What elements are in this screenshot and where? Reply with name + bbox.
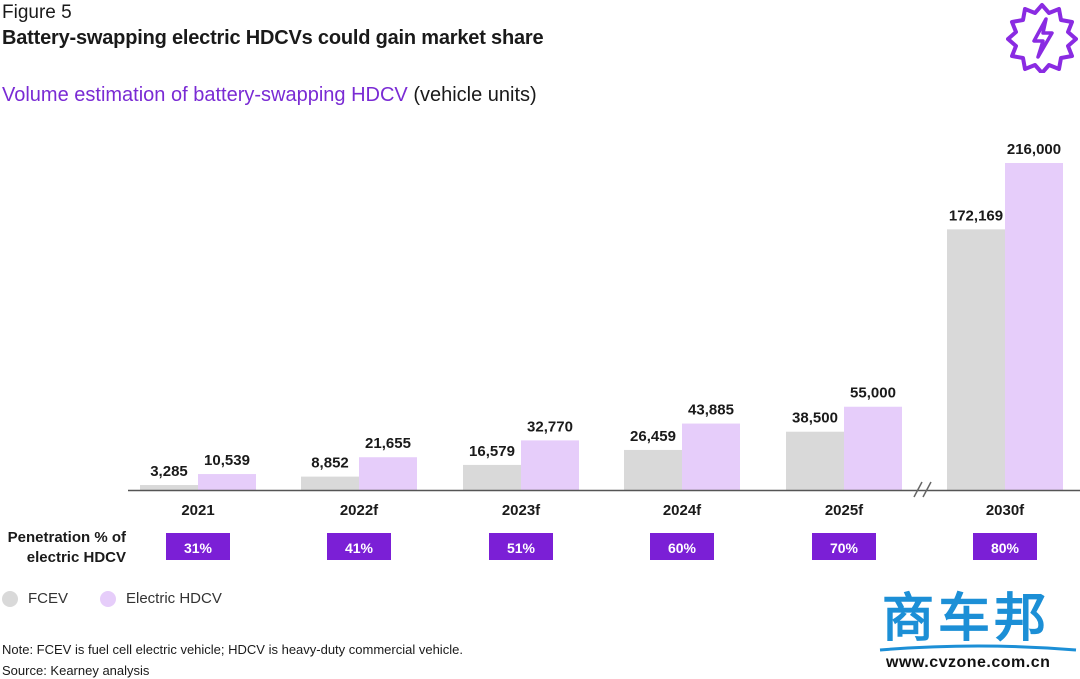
axis-break-mark-2 [922, 481, 932, 498]
value-label-electric-2022f: 21,655 [365, 435, 411, 452]
penetration-box-2030f [973, 533, 1037, 560]
chart-subtitle: Volume estimation of battery-swapping HD… [2, 84, 537, 107]
watermark: 商车邦 www.cvzone.com.cn [878, 588, 1078, 678]
value-label-fcev-2023f: 16,579 [469, 443, 515, 460]
penetration-label-line1: Penetration % of [7, 529, 126, 546]
value-label-electric-2025f: 55,000 [850, 385, 896, 402]
bar-fcev-2022f [301, 476, 359, 490]
bar-electric-2023f [521, 440, 579, 490]
bar-fcev-2021 [140, 485, 198, 490]
penetration-box-2022f [327, 533, 391, 560]
penetration-box-2021 [166, 533, 230, 560]
x-tick-label-2022f: 2022f [340, 502, 379, 519]
source-line: Source: Kearney analysis [2, 663, 150, 678]
subtitle-main: Volume estimation of battery-swapping HD… [2, 84, 408, 106]
value-label-fcev-2025f: 38,500 [792, 410, 838, 427]
legend-label-electric: Electric HDCV [126, 590, 222, 607]
legend-item-electric: Electric HDCV [100, 590, 222, 607]
bar-electric-2030f [1005, 163, 1063, 490]
penetration-value-2023f: 51% [507, 540, 536, 556]
value-label-fcev-2021: 3,285 [150, 463, 188, 480]
bar-fcev-2025f [786, 431, 844, 490]
bar-chart: 3,285 10,539 2021 31% 8,852 21,655 2022f 41% 16,… [128, 141, 1080, 560]
gear-lightning-icon [1006, 1, 1078, 75]
penetration-value-2022f: 41% [345, 540, 374, 556]
watermark-url: www.cvzone.com.cn [886, 654, 1051, 671]
value-label-electric-2024f: 43,885 [688, 402, 734, 419]
value-label-fcev-2024f: 26,459 [630, 428, 676, 445]
bar-electric-2024f [682, 423, 740, 490]
figure-label: Figure 5 [2, 2, 72, 23]
penetration-value-2030f: 80% [991, 540, 1020, 556]
bar-electric-2025f [844, 406, 902, 490]
penetration-value-2025f: 70% [830, 540, 859, 556]
penetration-box-2023f [489, 533, 553, 560]
penetration-label-line2: electric HDCV [26, 549, 126, 566]
value-label-electric-2030f: 216,000 [1007, 141, 1061, 158]
bar-electric-2021 [198, 474, 256, 490]
legend-item-fcev: FCEV [2, 590, 68, 607]
penetration-box-2024f [650, 533, 714, 560]
legend-dot-electric-icon [100, 590, 116, 607]
bar-fcev-2030f [947, 229, 1005, 490]
legend-dot-fcev-icon [2, 590, 18, 607]
footnote: Note: FCEV is fuel cell electric vehicle… [2, 642, 463, 657]
legend-label-fcev: FCEV [28, 590, 69, 607]
axis-break-mark-1 [913, 481, 923, 498]
watermark-logo-text: 商车邦 [882, 590, 1051, 648]
bar-fcev-2023f [463, 464, 521, 490]
penetration-value-2024f: 60% [668, 540, 697, 556]
x-tick-label-2030f: 2030f [986, 502, 1025, 519]
penetration-value-2021: 31% [184, 540, 213, 556]
value-label-electric-2021: 10,539 [204, 452, 250, 469]
bar-electric-2022f [359, 457, 417, 490]
value-label-fcev-2030f: 172,169 [949, 207, 1003, 224]
x-tick-label-2025f: 2025f [825, 502, 864, 519]
bar-fcev-2024f [624, 449, 682, 490]
figure-title: Battery-swapping electric HDCVs could ga… [2, 27, 544, 49]
value-label-fcev-2022f: 8,852 [311, 455, 349, 472]
subtitle-unit: (vehicle units) [413, 84, 537, 106]
penetration-box-2025f [812, 533, 876, 560]
x-tick-label-2021: 2021 [181, 502, 214, 519]
penetration-label: Penetration % of electric HDCV [2, 528, 126, 568]
watermark-swoosh [879, 644, 1077, 652]
value-label-electric-2023f: 32,770 [527, 418, 573, 435]
x-tick-label-2023f: 2023f [502, 502, 541, 519]
x-tick-label-2024f: 2024f [663, 502, 702, 519]
